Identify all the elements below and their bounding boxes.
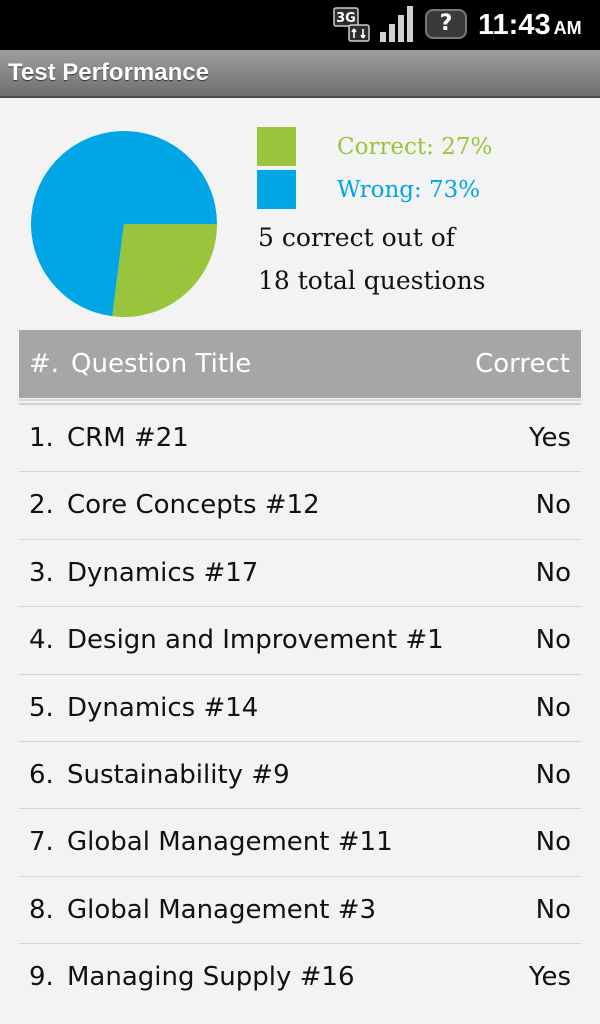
- performance-pie-chart: [30, 131, 218, 317]
- clock: 11:43 AM: [478, 6, 582, 47]
- legend-label-wrong: Wrong: 73%: [337, 177, 481, 203]
- question-title: Sustainability #9: [67, 759, 290, 790]
- notification-question-icon[interactable]: ?: [425, 9, 467, 39]
- question-number: 7.: [29, 827, 54, 858]
- title-bar: Test Performance: [0, 50, 600, 98]
- question-correct: Yes: [529, 423, 571, 453]
- question-correct: Yes: [529, 962, 571, 993]
- summary-total-questions: 18 total questions: [258, 266, 486, 295]
- signal-strength-icon: [379, 4, 417, 44]
- question-title: Dynamics #17: [67, 557, 259, 588]
- list-item[interactable]: 6. Sustainability #9 No: [19, 742, 581, 810]
- question-correct: No: [535, 625, 571, 656]
- question-title: Global Management #3: [67, 894, 377, 925]
- summary-correct-count: 5 correct out of: [258, 223, 456, 252]
- question-number: 3.: [29, 557, 54, 588]
- question-correct: No: [535, 827, 571, 858]
- question-number: 5.: [29, 692, 54, 723]
- list-item[interactable]: 4. Design and Improvement #1 No: [19, 607, 581, 675]
- list-item[interactable]: 1. CRM #21 Yes: [19, 405, 581, 473]
- pie-slice-correct: [112, 224, 217, 317]
- question-number: 9.: [29, 962, 54, 993]
- question-title: Global Management #11: [67, 827, 393, 858]
- question-title: CRM #21: [67, 423, 189, 453]
- list-item[interactable]: 5. Dynamics #14 No: [19, 675, 581, 742]
- network-type-label: 3G: [336, 11, 356, 26]
- header-correct: Correct: [475, 349, 570, 379]
- question-title: Core Concepts #12: [67, 490, 320, 521]
- header-question-title: Question Title: [71, 349, 252, 379]
- question-title: Managing Supply #16: [67, 962, 355, 993]
- question-correct: No: [535, 490, 571, 521]
- pie-slice-wrong: [30, 131, 218, 317]
- clock-time: 11:43: [478, 9, 551, 41]
- network-3g-icon: 3G: [333, 7, 371, 43]
- list-item[interactable]: 3. Dynamics #17 No: [19, 540, 581, 608]
- question-title: Dynamics #14: [67, 692, 259, 723]
- question-correct: No: [535, 894, 571, 925]
- page-title: Test Performance: [8, 59, 209, 86]
- legend-swatch-correct: [257, 127, 296, 166]
- question-correct: No: [535, 759, 571, 790]
- question-title: Design and Improvement #1: [67, 625, 444, 656]
- question-number: 2.: [29, 490, 54, 521]
- clock-ampm: AM: [553, 18, 582, 38]
- results-table-header: #. Question Title Correct: [19, 330, 581, 398]
- question-number: 4.: [29, 625, 54, 656]
- legend-label-correct: Correct: 27%: [337, 134, 493, 160]
- list-item[interactable]: 2. Core Concepts #12 No: [19, 472, 581, 540]
- question-correct: No: [535, 692, 571, 723]
- header-divider: [19, 399, 581, 401]
- question-correct: No: [535, 557, 571, 588]
- question-number: 1.: [29, 423, 54, 453]
- results-list: 1. CRM #21 Yes 2. Core Concepts #12 No 3. Dyn…: [19, 405, 581, 1012]
- question-number: 6.: [29, 759, 54, 790]
- legend-swatch-wrong: [257, 170, 296, 209]
- header-number: #.: [29, 349, 60, 379]
- question-number: 8.: [29, 894, 54, 925]
- list-item[interactable]: 9. Managing Supply #16 Yes: [19, 944, 581, 1011]
- list-item[interactable]: 7. Global Management #11 No: [19, 809, 581, 877]
- header-divider: [19, 403, 581, 405]
- status-bar: 3G ? 11:43 AM: [0, 0, 600, 50]
- list-item[interactable]: 8. Global Management #3 No: [19, 877, 581, 945]
